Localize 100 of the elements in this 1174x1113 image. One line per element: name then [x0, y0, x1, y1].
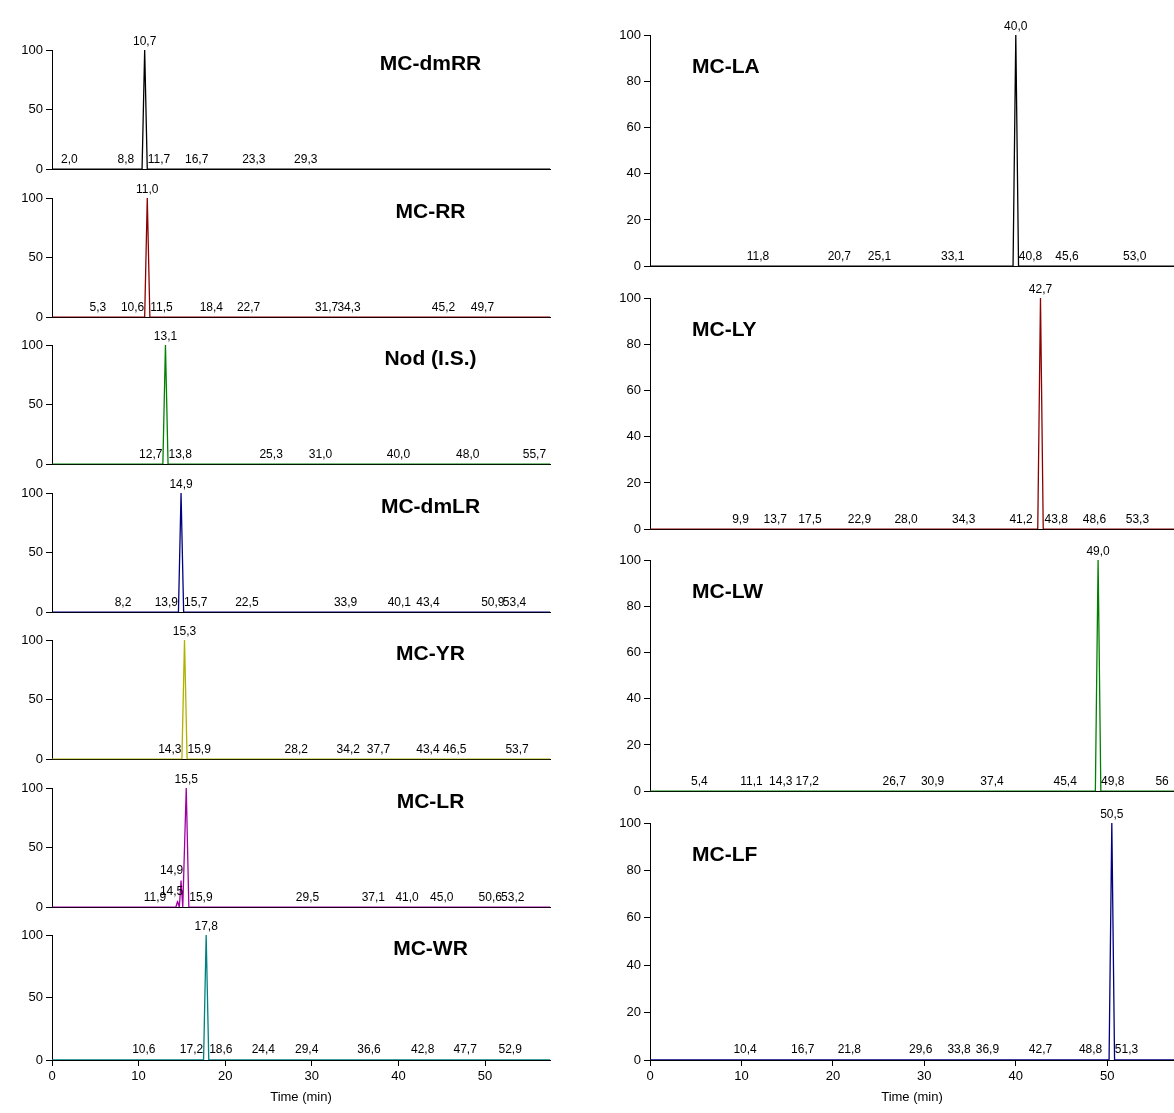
y-tick-label: 50 — [28, 989, 43, 1005]
annotation: 17,2 — [795, 773, 820, 788]
annotation: 47,7 — [453, 1042, 478, 1057]
annotation: 15,3 — [172, 624, 197, 639]
annotation: 40,8 — [1018, 248, 1043, 263]
annotation: 10,7 — [132, 34, 157, 49]
annotation: 42,8 — [411, 1042, 435, 1057]
y-tick-label: 100 — [21, 631, 43, 647]
y-tick-label: 100 — [21, 336, 43, 352]
annotation: 13,9 — [154, 594, 179, 609]
x-tick-label: 50 — [1100, 1067, 1115, 1083]
y-tick-label: 80 — [626, 72, 641, 88]
annotation: 53,7 — [505, 741, 530, 756]
annotation: 24,4 — [251, 1042, 276, 1057]
annotation: 36,9 — [975, 1041, 1000, 1056]
x-tick-label: 10 — [131, 1068, 146, 1084]
y-tick-label: 100 — [619, 551, 641, 567]
annotation: 49,8 — [1101, 773, 1125, 788]
chart-title: Nod (I.S.) — [384, 346, 477, 370]
y-tick-label: 80 — [626, 335, 641, 351]
annotation: 45,0 — [430, 889, 454, 904]
annotation: 55,7 — [522, 446, 547, 461]
y-tick-label: 40 — [626, 427, 641, 443]
annotation: 21,8 — [837, 1041, 862, 1056]
y-tick-label: 0 — [633, 257, 641, 273]
annotation: 20,7 — [827, 248, 852, 263]
annotation: 8,2 — [114, 594, 132, 609]
annotation: 23,3 — [242, 151, 266, 166]
y-tick-label: 0 — [35, 308, 43, 324]
y-tick-label: 100 — [21, 484, 43, 500]
annotation: 15,9 — [189, 889, 213, 904]
annotation: 17,8 — [194, 919, 219, 934]
x-tick-label: 30 — [917, 1067, 932, 1083]
y-tick-label: 20 — [626, 474, 641, 490]
annotation: 53,3 — [1125, 511, 1150, 526]
annotation: 53,2 — [501, 889, 525, 904]
annotation: 50,5 — [1100, 806, 1124, 821]
x-tick-label: 10 — [734, 1067, 749, 1083]
annotation: 43,4 — [416, 594, 440, 609]
text: MC-LW — [692, 579, 764, 603]
y-tick-label: 40 — [626, 165, 641, 181]
annotation: 34,2 — [336, 741, 361, 756]
annotation: 16,7 — [791, 1041, 815, 1056]
annotation: 29,6 — [909, 1041, 933, 1056]
annotation: 14,9 — [169, 476, 194, 491]
annotation: 31,0 — [308, 446, 333, 461]
annotation: 37,7 — [366, 741, 391, 756]
annotation: 50,9 — [481, 594, 505, 609]
annotation: 10,6 — [120, 299, 145, 314]
annotation: 14,3 — [158, 741, 182, 756]
annotation: 5,4 — [691, 773, 709, 788]
annotation: 10,4 — [733, 1041, 758, 1056]
annotation: 41,0 — [395, 889, 420, 904]
chart-title: MC-dmLR — [380, 493, 481, 517]
y-tick-label: 50 — [28, 838, 43, 854]
x-axis-title: Time (min) — [881, 1088, 943, 1104]
annotation: 14,3 — [769, 773, 793, 788]
annotation: 49,0 — [1086, 544, 1111, 559]
y-tick-label: 100 — [619, 26, 641, 42]
annotation: 40,0 — [386, 446, 411, 461]
y-tick-label: 40 — [626, 956, 641, 972]
y-tick-label: 0 — [633, 782, 641, 798]
annotation: 45,2 — [431, 299, 456, 314]
annotation: 51,3 — [1114, 1041, 1139, 1056]
y-tick-label: 80 — [626, 861, 641, 877]
x-axis-title: Time (min) — [270, 1088, 332, 1104]
chart-title: MC-WR — [393, 936, 468, 960]
y-tick-label: 0 — [35, 750, 43, 766]
annotation: 40,0 — [1004, 19, 1028, 34]
annotation: 2,0 — [60, 151, 78, 166]
annotation: 5,3 — [89, 299, 107, 314]
annotation: 17,2 — [179, 1042, 204, 1057]
annotation: 22,7 — [236, 299, 261, 314]
annotation: 26,7 — [882, 773, 907, 788]
chart-title: MC-dmRR — [379, 51, 482, 75]
y-tick-label: 100 — [21, 926, 43, 942]
y-tick-label: 0 — [633, 1051, 641, 1067]
y-tick-label: 100 — [619, 814, 641, 830]
text: MC-LA — [692, 54, 760, 78]
annotation: 13,8 — [168, 446, 193, 461]
annotation: 11,7 — [147, 151, 171, 166]
annotation: 33,8 — [947, 1041, 972, 1056]
annotation: 11,1 — [740, 773, 764, 788]
annotation: 43,8 — [1044, 511, 1069, 526]
annotation: 11,8 — [746, 248, 770, 263]
y-tick-label: 60 — [626, 644, 641, 660]
annotation: 14,9 — [159, 862, 184, 877]
annotation: 11,5 — [150, 299, 174, 314]
y-tick-label: 40 — [626, 690, 641, 706]
annotation: 34,3 — [951, 511, 976, 526]
annotation: 31,7 — [314, 299, 339, 314]
annotation: 29,3 — [294, 151, 318, 166]
x-tick-label: 20 — [825, 1067, 841, 1083]
annotation: 42,7 — [1028, 281, 1053, 296]
x-tick-label: 30 — [304, 1068, 320, 1084]
annotation: 41,2 — [1009, 511, 1034, 526]
y-tick-label: 60 — [626, 381, 641, 397]
y-tick-label: 50 — [28, 248, 43, 264]
annotation: 48,6 — [1082, 511, 1107, 526]
annotation: 30,9 — [920, 773, 945, 788]
